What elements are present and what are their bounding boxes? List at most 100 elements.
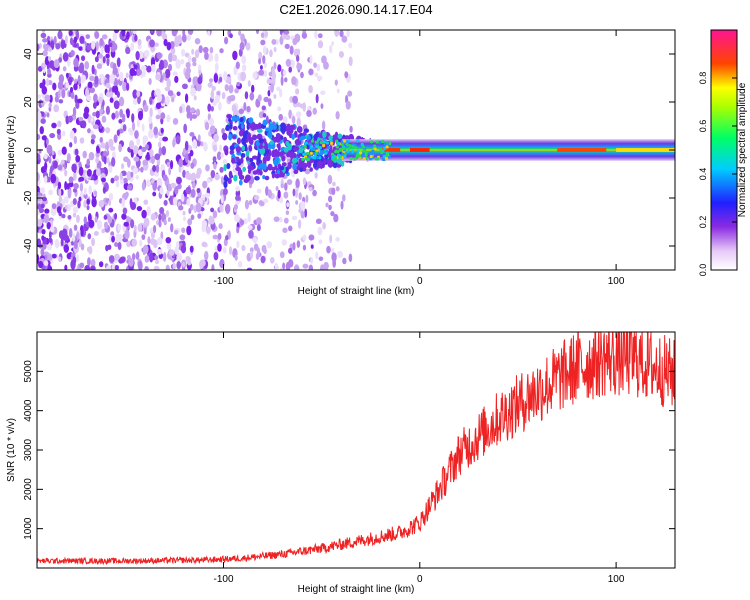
spectrogram-noise-cell — [185, 61, 191, 69]
spectrogram-noise-cell — [90, 138, 95, 145]
spectrogram-noise-cell — [211, 85, 216, 91]
spectrogram-noise-cell — [270, 82, 274, 93]
spectrogram-noise-cell — [233, 204, 239, 210]
spectrogram-transition-cell — [292, 163, 297, 171]
spectrogram-noise-cell — [152, 182, 158, 191]
spectrogram-signal-cell — [309, 151, 313, 155]
spectrogram-noise-cell — [232, 50, 238, 61]
spectrogram-noise-cell — [173, 229, 179, 235]
spectrogram-noise-cell — [234, 88, 239, 94]
spectrogram-transition-cell — [239, 116, 244, 122]
spectrogram-noise-cell — [53, 160, 58, 169]
spectrogram-noise-cell — [117, 241, 122, 251]
snr-x-tick-label: -100 — [213, 574, 233, 585]
spectrogram-noise-cell — [331, 187, 336, 196]
spectrogram-noise-cell — [78, 176, 85, 182]
spectrogram-noise-cell — [108, 138, 114, 148]
spectrogram-noise-cell — [229, 33, 233, 39]
spectrogram-noise-cell — [262, 198, 269, 204]
spectrogram-noise-cell — [53, 35, 57, 45]
spectrogram-noise-cell — [62, 52, 69, 62]
spectrogram-noise-cell — [252, 71, 258, 80]
spectrogram-noise-cell — [235, 199, 240, 205]
spectrogram-noise-cell — [328, 204, 332, 211]
spectrogram-noise-cell — [219, 203, 223, 213]
spectrogram-noise-cell — [190, 188, 196, 198]
spectrogram-noise-cell — [84, 87, 90, 98]
spectrogram-noise-cell — [91, 40, 96, 50]
spectrogram-noise-cell — [101, 228, 106, 234]
spectrogram-noise-cell — [64, 35, 68, 45]
spectrogram-noise-cell — [95, 40, 99, 51]
spectrogram-noise-cell — [84, 106, 90, 114]
spectrogram-noise-cell — [118, 96, 125, 107]
spectrogram-noise-cell — [72, 232, 76, 243]
spectrogram-noise-cell — [199, 259, 204, 270]
spectrogram-noise-cell — [110, 231, 115, 237]
spectrogram-noise-cell — [119, 256, 126, 264]
spectrogram-noise-cell — [107, 215, 113, 224]
spectrogram-y-tick-label: -20 — [23, 190, 34, 205]
spectrogram-signal-cell — [335, 139, 339, 143]
spectrogram-signal-cell — [354, 146, 358, 150]
spectrogram-transition-cell — [228, 133, 233, 141]
spectrogram-noise-cell — [202, 180, 208, 189]
spectrogram-noise-cell — [72, 171, 77, 181]
spectrogram-transition-cell — [241, 145, 246, 152]
spectrogram-signal-cell — [329, 139, 333, 143]
spectrogram-noise-cell — [190, 107, 195, 113]
spectrogram-transition-cell — [262, 119, 268, 126]
spectrogram-noise-cell — [114, 110, 120, 119]
spectrogram-noise-cell — [158, 146, 163, 157]
spectrogram-noise-cell — [140, 166, 144, 173]
spectrogram-noise-cell — [168, 52, 173, 63]
spectrogram-noise-cell — [214, 53, 219, 63]
spectrogram-transition-cell — [236, 137, 241, 145]
spectrogram-noise-cell — [224, 84, 229, 92]
spectrogram-noise-cell — [75, 155, 81, 163]
spectrogram-transition-cell — [300, 135, 306, 140]
spectrogram-noise-cell — [128, 257, 134, 267]
spectrogram-noise-cell — [292, 95, 299, 104]
spectrogram-noise-cell — [284, 77, 288, 83]
snr-y-tick-label: 3000 — [23, 438, 34, 461]
spectrogram-noise-cell — [112, 42, 118, 51]
spectrogram-noise-cell — [224, 203, 231, 214]
spectrogram-noise-cell — [121, 213, 127, 220]
spectrogram-noise-cell — [156, 237, 163, 246]
spectrogram-noise-cell — [43, 214, 50, 224]
spectrogram-noise-cell — [116, 57, 121, 68]
spectrogram-noise-cell — [172, 196, 178, 206]
spectrogram-noise-cell — [219, 166, 224, 173]
spectrogram-noise-cell — [160, 127, 164, 134]
spectrogram-noise-cell — [87, 81, 93, 89]
spectrogram-noise-cell — [164, 68, 171, 79]
spectrogram-noise-cell — [195, 202, 202, 213]
spectrogram-noise-cell — [306, 110, 312, 118]
spectrogram-noise-cell — [157, 141, 162, 148]
spectrogram-transition-cell — [248, 165, 255, 171]
spectrogram-noise-cell — [50, 173, 57, 184]
spectrogram-noise-cell — [153, 126, 159, 136]
spectrogram-noise-cell — [68, 30, 73, 36]
spectrogram-noise-cell — [48, 189, 53, 196]
spectrogram-noise-cell — [37, 118, 40, 128]
spectrogram-noise-cell — [269, 257, 275, 264]
spectrogram-noise-cell — [283, 30, 290, 35]
spectrogram-noise-cell — [57, 120, 62, 128]
snr-x-tick-label: 0 — [417, 574, 423, 585]
spectrogram-noise-cell — [314, 172, 318, 179]
spectrogram-noise-cell — [110, 177, 115, 184]
spectrogram-signal-cell — [364, 151, 368, 155]
spectrogram-noise-cell — [207, 30, 211, 36]
spectrogram-noise-cell — [49, 226, 55, 233]
spectrogram-signal-cell — [335, 145, 339, 149]
spectrogram-noise-cell — [197, 134, 201, 142]
spectrogram-noise-cell — [275, 186, 279, 192]
spectrogram-noise-cell — [48, 156, 52, 164]
spectrogram-y-tick-label: 40 — [23, 48, 34, 60]
spectrogram-noise-cell — [92, 124, 99, 130]
spectrogram-noise-cell — [90, 117, 94, 123]
spectrogram-noise-cell — [127, 184, 133, 191]
spectrogram-noise-cell — [240, 71, 247, 82]
